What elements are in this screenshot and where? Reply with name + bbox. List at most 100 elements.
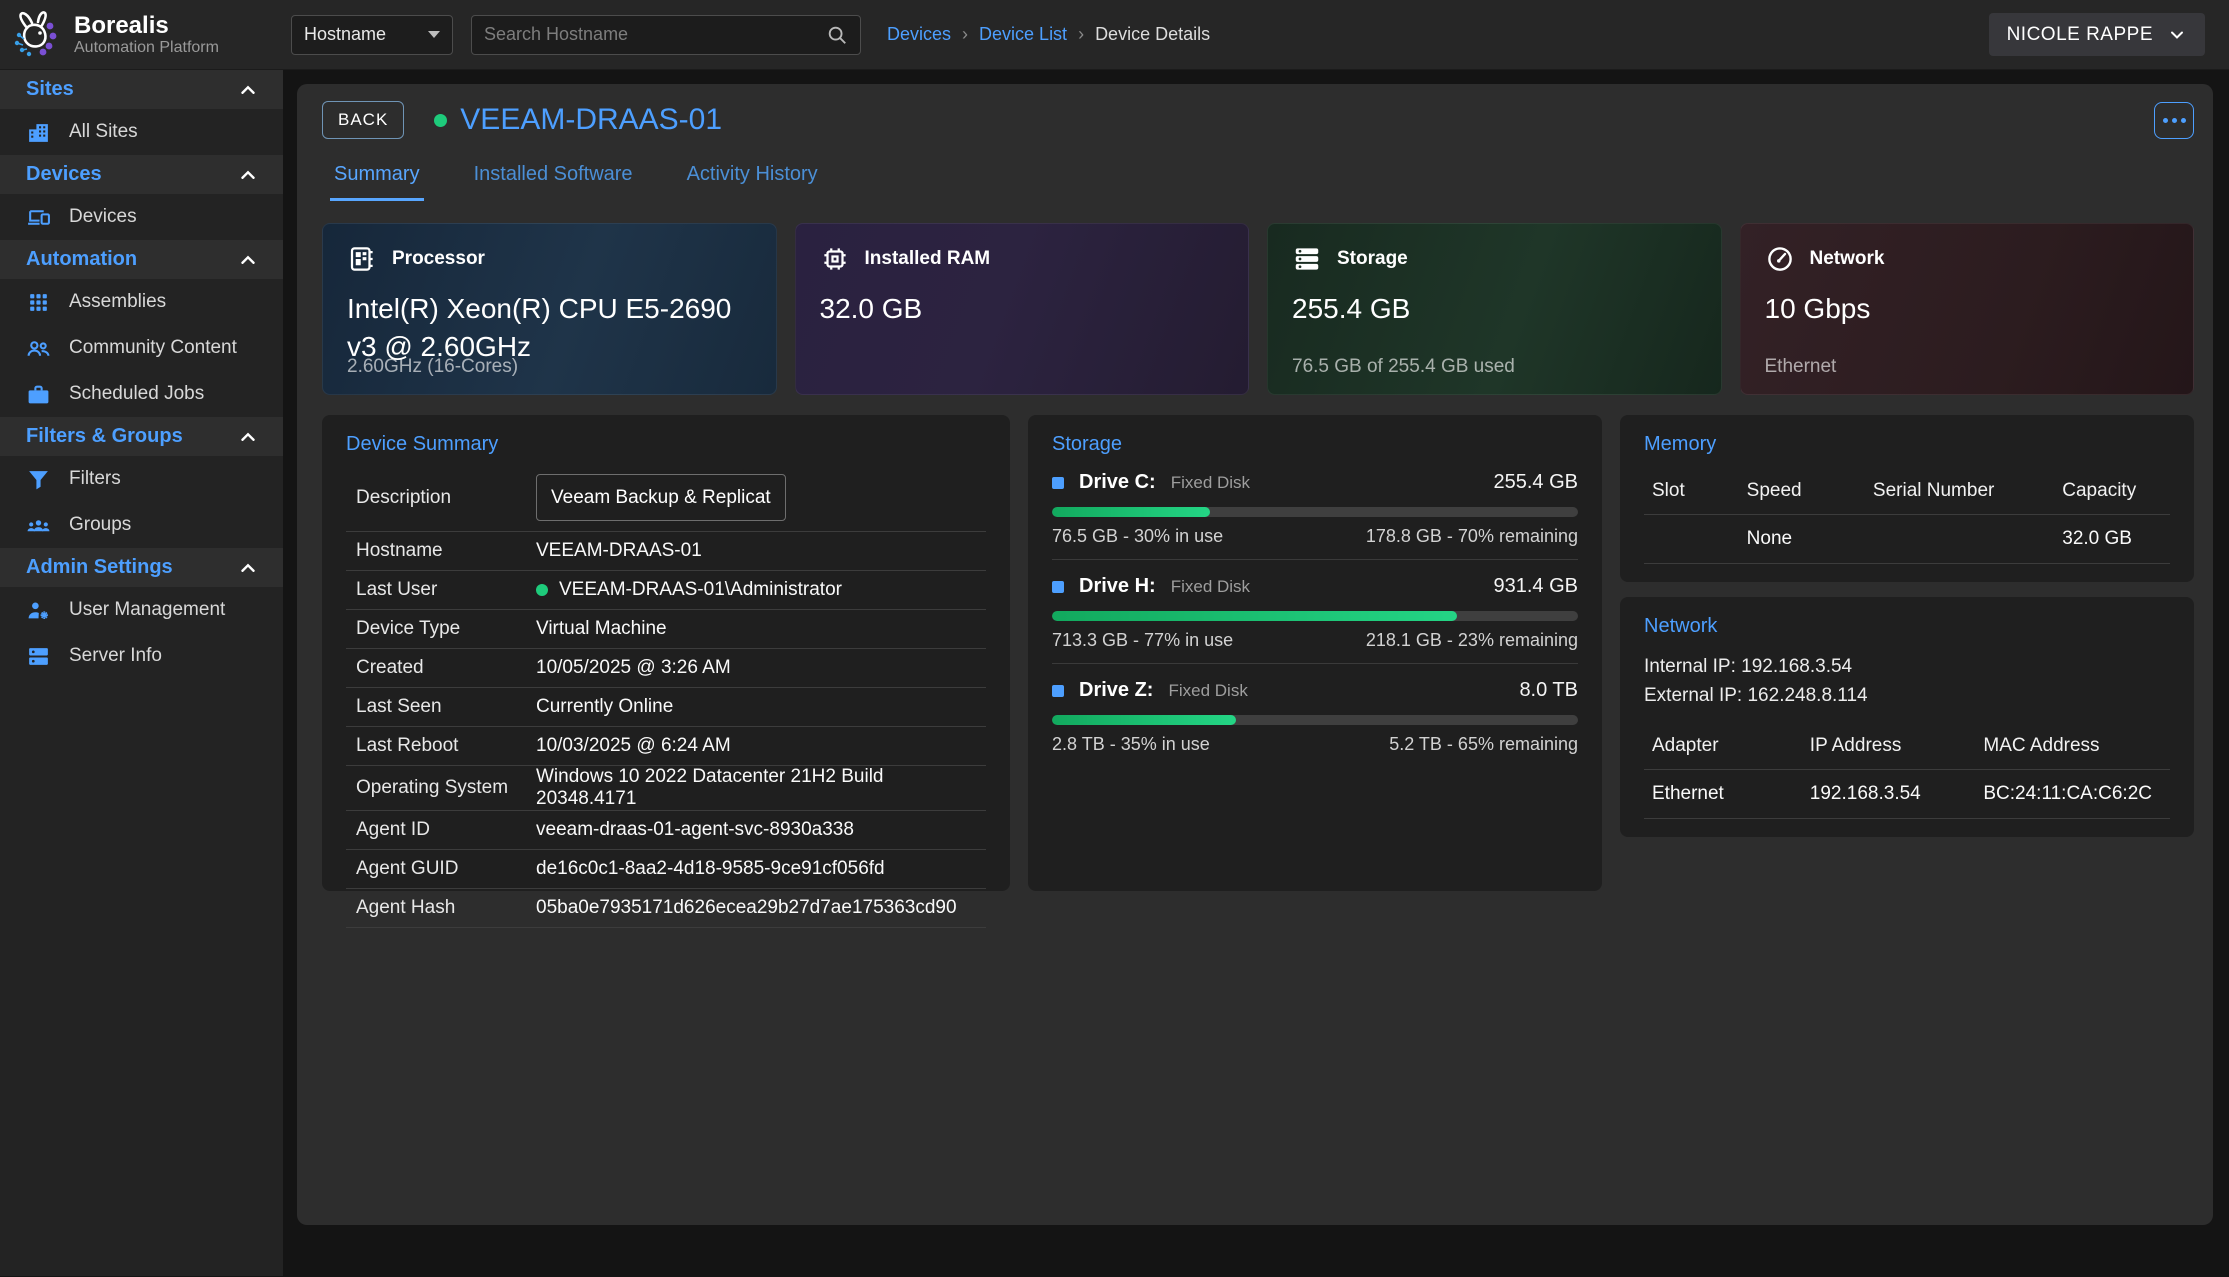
chevron-up-icon — [237, 557, 259, 579]
summary-label: Description — [356, 487, 536, 509]
summary-row-created: Created 10/05/2025 @ 3:26 AM — [346, 649, 986, 688]
stat-card-title: Network — [1810, 248, 1885, 270]
stat-card-caption: 2.60GHz (16-Cores) — [347, 356, 518, 378]
sidebar-section-label: Devices — [26, 163, 102, 186]
panel-title: Storage — [1052, 433, 1578, 456]
brand-subtitle: Automation Platform — [74, 39, 219, 57]
summary-row-last-reboot: Last Reboot 10/03/2025 @ 6:24 AM — [346, 727, 986, 766]
tab-summary[interactable]: Summary — [330, 163, 424, 201]
sidebar-section-automation[interactable]: Automation — [0, 240, 283, 279]
sidebar-section-sites[interactable]: Sites — [0, 70, 283, 109]
sidebar-item-all-sites[interactable]: All Sites — [0, 109, 283, 155]
user-gear-icon — [26, 598, 51, 623]
breadcrumb-device-list[interactable]: Device List — [979, 24, 1067, 45]
sidebar-item-label: Scheduled Jobs — [69, 383, 204, 405]
chevron-up-icon — [237, 79, 259, 101]
chevron-up-icon — [237, 249, 259, 271]
storage-stack-icon — [1292, 244, 1322, 274]
stat-card-title: Storage — [1337, 248, 1408, 270]
device-details-card: BACK VEEAM-DRAAS-01 Summary Installed So… — [297, 84, 2213, 1225]
tab-activity-history[interactable]: Activity History — [683, 163, 822, 201]
grid-icon — [26, 290, 51, 315]
ellipsis-icon — [2163, 118, 2168, 123]
sidebar-section-devices[interactable]: Devices — [0, 155, 283, 194]
sidebar-item-community-content[interactable]: Community Content — [0, 325, 283, 371]
sidebar-item-user-management[interactable]: User Management — [0, 587, 283, 633]
summary-row-last-seen: Last Seen Currently Online — [346, 688, 986, 727]
stat-card-value: 10 Gbps — [1765, 290, 2170, 328]
user-menu-button[interactable]: NICOLE RAPPE — [1989, 13, 2205, 56]
breadcrumb-device-details: Device Details — [1095, 24, 1210, 45]
search-field-selected-value: Hostname — [304, 24, 386, 45]
server-icon — [26, 644, 51, 669]
more-actions-button[interactable] — [2154, 102, 2194, 139]
devices-icon — [26, 205, 51, 230]
stat-card-network: Network 10 Gbps Ethernet — [1740, 223, 2195, 395]
sidebar-section-admin-settings[interactable]: Admin Settings — [0, 548, 283, 587]
search-box — [471, 15, 861, 55]
breadcrumb-devices[interactable]: Devices — [887, 24, 951, 45]
summary-row-agent-guid: Agent GUID de16c0c1-8aa2-4d18-9585-9ce91… — [346, 850, 986, 889]
stat-cards-row: Processor Intel(R) Xeon(R) CPU E5-2690 v… — [322, 223, 2194, 395]
sidebar-item-devices[interactable]: Devices — [0, 194, 283, 240]
external-ip: External IP: 162.248.8.114 — [1644, 681, 2170, 710]
summary-row-last-user: Last User VEEAM-DRAAS-01\Administrator — [346, 571, 986, 610]
sidebar-item-label: Filters — [69, 468, 121, 490]
drive-used-label: 713.3 GB - 77% in use — [1052, 630, 1233, 651]
brand-name: Borealis — [74, 12, 219, 40]
description-input[interactable] — [536, 474, 786, 521]
sidebar-item-filters[interactable]: Filters — [0, 456, 283, 502]
search-field-select[interactable]: Hostname — [291, 15, 453, 55]
filter-icon — [26, 467, 51, 492]
summary-row-description: Description — [346, 464, 986, 532]
summary-row-device-type: Device Type Virtual Machine — [346, 610, 986, 649]
sidebar-section-label: Automation — [26, 248, 137, 271]
borealis-rabbit-logo — [10, 9, 62, 61]
tab-installed-software[interactable]: Installed Software — [470, 163, 637, 201]
sidebar-item-scheduled-jobs[interactable]: Scheduled Jobs — [0, 371, 283, 417]
sidebar: Sites All Sites Devices Devic — [0, 70, 283, 1276]
search-input[interactable] — [484, 24, 826, 45]
sidebar-item-label: Server Info — [69, 645, 162, 667]
memory-row: None 32.0 GB — [1644, 515, 2170, 564]
network-adapter-row: Ethernet 192.168.3.54 BC:24:11:CA:C6:2C — [1644, 769, 2170, 818]
memory-table: Slot Speed Serial Number Capacity None — [1644, 468, 2170, 564]
people-icon — [26, 336, 51, 361]
chevron-up-icon — [237, 164, 259, 186]
sidebar-item-server-info[interactable]: Server Info — [0, 633, 283, 679]
sidebar-section-label: Filters & Groups — [26, 425, 183, 448]
sidebar-section-label: Sites — [26, 78, 74, 101]
chevron-up-icon — [237, 426, 259, 448]
stat-card-value: 32.0 GB — [820, 290, 1225, 328]
stat-card-value: 255.4 GB — [1292, 290, 1697, 328]
device-summary-panel: Device Summary Description Hostname VEEA… — [322, 415, 1010, 891]
stat-card-caption: 76.5 GB of 255.4 GB used — [1292, 356, 1515, 378]
breadcrumb: Devices › Device List › Device Details — [887, 24, 1210, 45]
drive-remaining-label: 218.1 GB - 23% remaining — [1366, 630, 1578, 651]
memory-chip-icon — [820, 244, 850, 274]
stat-card-value: Intel(R) Xeon(R) CPU E5-2690 v3 @ 2.60GH… — [347, 290, 752, 366]
sidebar-item-label: Devices — [69, 206, 137, 228]
breadcrumb-separator: › — [1078, 24, 1084, 45]
drive-remaining-label: 178.8 GB - 70% remaining — [1366, 526, 1578, 547]
groups-icon — [26, 513, 51, 538]
summary-row-operating-system: Operating System Windows 10 2022 Datacen… — [346, 766, 986, 811]
content-area: BACK VEEAM-DRAAS-01 Summary Installed So… — [283, 70, 2229, 1276]
user-name: NICOLE RAPPE — [2007, 24, 2153, 46]
drive-usage-bar — [1052, 715, 1578, 725]
summary-row-agent-id: Agent ID veeam-draas-01-agent-svc-8930a3… — [346, 811, 986, 850]
drive-h-block: Drive H: Fixed Disk 931.4 GB 713.3 GB - … — [1052, 560, 1578, 664]
drive-bullet-icon — [1052, 685, 1064, 697]
stat-card-processor: Processor Intel(R) Xeon(R) CPU E5-2690 v… — [322, 223, 777, 395]
breadcrumb-separator: › — [962, 24, 968, 45]
sidebar-item-label: Assemblies — [69, 291, 166, 313]
sidebar-item-assemblies[interactable]: Assemblies — [0, 279, 283, 325]
device-tabs: Summary Installed Software Activity Hist… — [322, 163, 2194, 201]
sidebar-section-filters-groups[interactable]: Filters & Groups — [0, 417, 283, 456]
back-button[interactable]: BACK — [322, 101, 404, 139]
memory-panel: Memory Slot Speed Serial Number Capacity — [1620, 415, 2194, 582]
sidebar-item-groups[interactable]: Groups — [0, 502, 283, 548]
chevron-down-icon — [2167, 25, 2187, 45]
drive-used-label: 2.8 TB - 35% in use — [1052, 734, 1210, 755]
building-icon — [26, 120, 51, 145]
